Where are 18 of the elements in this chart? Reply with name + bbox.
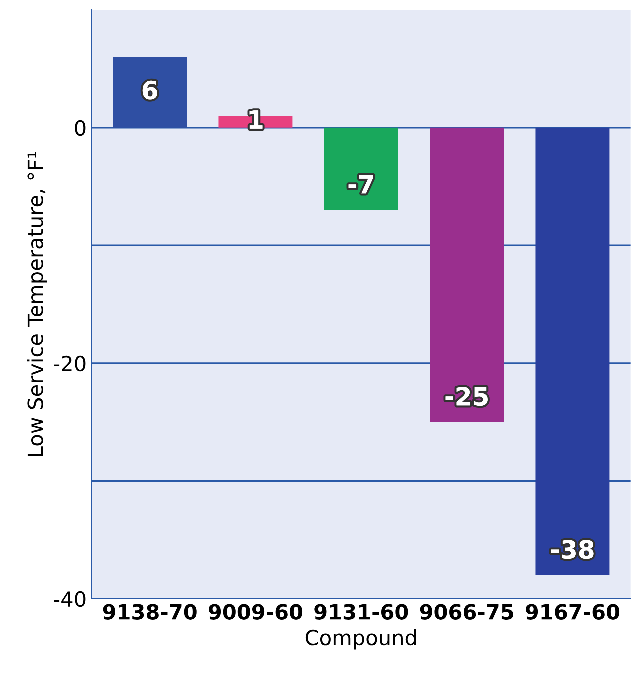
x-axis-title: Compound xyxy=(306,630,416,650)
x-tick-label: 9131-60 xyxy=(314,604,408,620)
bar xyxy=(430,128,504,422)
data-label: 6 xyxy=(142,80,158,100)
y-tick-label: -40 xyxy=(54,591,86,608)
x-tick-label: 9138-70 xyxy=(103,604,197,620)
bar xyxy=(536,128,610,576)
x-tick-label: 9009-60 xyxy=(208,604,303,620)
data-label: -7 xyxy=(348,175,374,194)
data-label: -25 xyxy=(446,387,488,406)
y-tick-label: -20 xyxy=(54,356,86,372)
bar xyxy=(324,128,398,210)
y-tick-label: 0 xyxy=(75,120,86,136)
y-axis-title: Low Service Temperature, °F¹ xyxy=(27,152,48,456)
x-tick-label: 9066-75 xyxy=(420,604,514,620)
x-tick-label: 9167-60 xyxy=(526,604,620,620)
data-label: 1 xyxy=(250,110,263,129)
data-label: -38 xyxy=(551,540,594,560)
